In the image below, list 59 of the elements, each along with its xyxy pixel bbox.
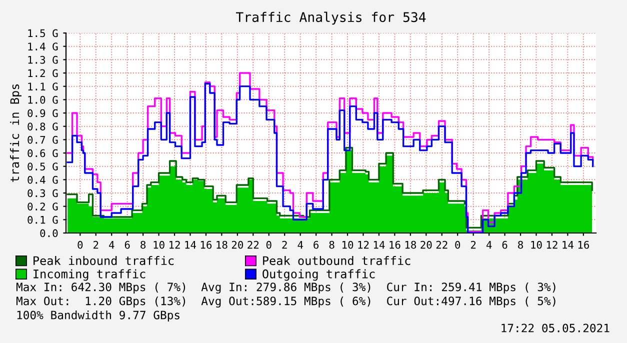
x-tick-label: 0 [455,240,460,249]
x-tick-label: 12 [169,240,180,249]
x-tick-label: 16 [200,240,212,249]
x-tick-label: 16 [390,240,400,249]
x-tick-label: 8 [518,240,523,249]
text: 17:22 05.05.2021 [502,324,610,332]
x-tick-label: 14 [185,241,196,249]
y-tick-label: 0.3 G [28,189,58,198]
y-tick-label: 1.0 G [28,96,58,104]
y-tick-label: 1.3 G [28,56,58,64]
x-tick-label: 4 [108,241,114,249]
x-tick-label: 6 [502,240,508,249]
x-tick-label: 14 [374,241,385,249]
legend-label: Incoming traffic [34,269,146,281]
legend-label: Peak inbound traffic [34,256,174,266]
y-tick-label: 1.1 G [28,82,58,90]
x-tick-label: 6 [314,240,319,249]
x-tick-label: 0 [78,240,83,249]
chart-title: Traffic Analysis for 534 [236,12,426,25]
y-tick-label: 0.2 G [28,202,58,210]
x-tick-label: 20 [232,240,244,249]
x-tick-label: 22 [248,240,259,249]
x-tick-label: 2 [94,240,98,249]
x-tick-label: 6 [124,240,130,249]
x-tick-label: 10 [342,240,354,249]
y-axis-title: traffic in Bps [10,84,22,182]
y-tick-label: 1.4 G [28,42,58,50]
legend-label: Peak outbound traffic [263,256,410,266]
x-tick-label: 18 [405,240,416,249]
x-tick-label: 20 [420,240,432,249]
y-tick-label: 0.0 [40,229,58,238]
x-tick-label: 8 [140,240,146,249]
y-tick-label: 0.9 G [28,109,58,118]
text: 100% Bandwidth 9.77 GBps [17,310,180,322]
x-tick-label: 16 [578,240,590,249]
y-tick-label: 0.6 G [28,149,58,158]
legend-label: Outgoing traffic [262,269,375,281]
x-tick-label: 22 [436,240,448,249]
y-tick-label: 0.1 G [28,216,58,224]
text: Max Out: 1.20 GBps (13%) Avg Out:589.15 MBps ( 6%) Cur Out:497.16 MBps ( 5%) [16,296,556,308]
x-tick-label: 0 [266,240,272,249]
x-tick-label: 4 [486,241,492,249]
x-tick-label: 8 [329,240,334,249]
x-tick-label: 10 [531,240,542,249]
y-tick-label: 0.4 G [28,176,58,184]
x-tick-label: 2 [470,240,476,249]
y-tick-label: 1.2 G [28,69,58,78]
x-tick-label: 4 [298,241,303,249]
y-tick-label: 0.8 G [28,122,58,130]
x-tick-label: 10 [154,240,164,249]
y-tick-label: 0.5 G [28,162,58,170]
x-tick-label: 18 [216,240,228,249]
y-tick-label: 0.7 G [28,136,58,144]
x-tick-label: 2 [282,240,287,249]
x-tick-label: 12 [546,240,558,249]
text: Max In: 642.30 MBps ( 7%) Avg In: 279.86 MBps ( 3%) Cur In: 259.41 MBps ( 3%) [16,282,556,294]
x-tick-label: 14 [562,241,574,249]
x-tick-label: 12 [358,240,369,249]
y-tick-label: 1.5 G [28,29,58,38]
